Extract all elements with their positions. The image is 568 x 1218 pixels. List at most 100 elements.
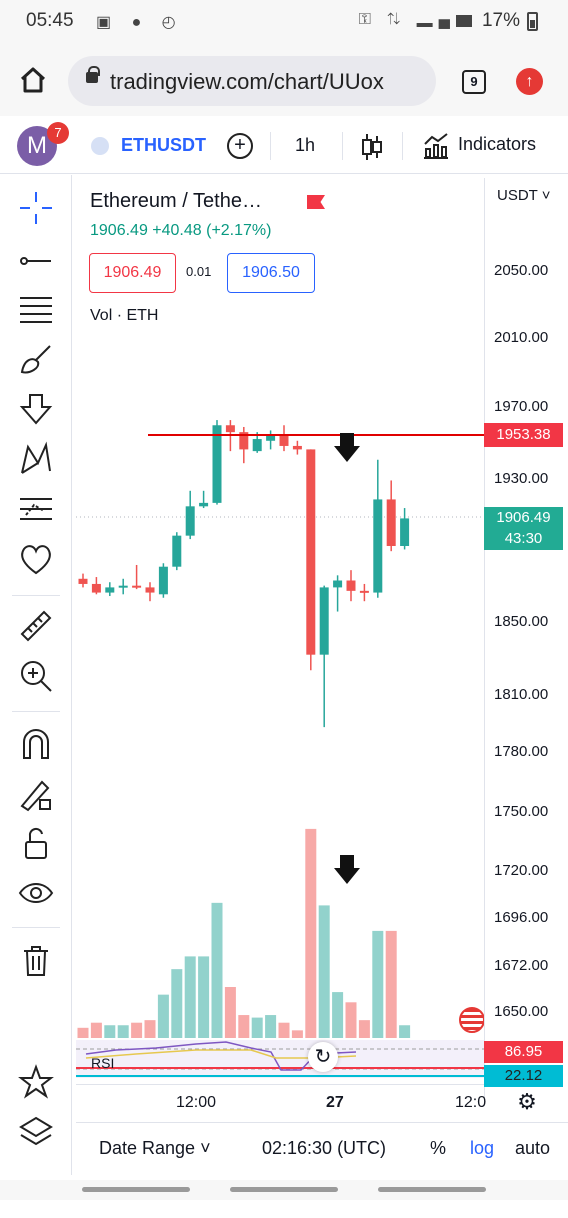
us-flag-icon[interactable] <box>459 1007 485 1033</box>
candle-style-icon[interactable] <box>362 132 382 162</box>
indicators-button[interactable]: Indicators <box>458 134 537 154</box>
candle-body <box>266 435 276 441</box>
nav-back[interactable] <box>82 1187 190 1192</box>
chart-toolbar: M 7 ETHUSDT + 1h Indicators <box>0 118 568 174</box>
rsi-pane-bg <box>76 1040 484 1078</box>
volume-bars <box>77 828 411 1038</box>
eye-icon[interactable] <box>18 875 54 911</box>
buy-button[interactable]: 1906.50 <box>227 253 315 293</box>
price-tick: 1850.00 <box>494 613 549 630</box>
price-tick: 1672.00 <box>494 957 549 974</box>
arrow-down-annotation <box>334 855 360 884</box>
time-tick: 12:0 <box>455 1094 487 1111</box>
pattern-icon[interactable] <box>18 441 54 477</box>
divider <box>12 595 60 596</box>
nav-recents[interactable] <box>378 1187 486 1192</box>
time-tick: 27 <box>326 1094 344 1111</box>
sell-button[interactable]: 1906.49 <box>89 253 176 293</box>
volume-bar <box>305 828 317 1038</box>
volume-bar <box>278 1022 290 1038</box>
price-tick: 1696.00 <box>494 909 549 926</box>
rsi-label[interactable]: RSI <box>91 1055 115 1071</box>
crosshair-icon[interactable] <box>18 190 54 226</box>
update-icon[interactable]: ↑ <box>516 68 543 95</box>
candle-body <box>252 439 262 452</box>
fib-retracement-icon[interactable] <box>18 292 54 328</box>
candle-body <box>78 578 88 584</box>
heart-icon[interactable] <box>18 541 54 577</box>
prediction-icon[interactable] <box>18 491 54 527</box>
trash-icon[interactable] <box>18 943 54 979</box>
signal-icons: ⚿ ⇅ ▂▄▆ <box>358 11 478 28</box>
drawing-toolbar <box>0 175 72 1175</box>
log-toggle[interactable]: log <box>470 1138 495 1158</box>
reset-chart-icon[interactable]: ↻ <box>308 1042 338 1072</box>
compare-symbol-button[interactable]: + <box>227 133 253 159</box>
symbol-button[interactable]: ETHUSDT <box>121 135 206 155</box>
ruler-icon[interactable] <box>18 608 54 644</box>
volume-bar <box>332 992 344 1038</box>
ethereum-icon <box>91 137 109 155</box>
currency-unit[interactable]: USDT ˅ <box>497 187 551 204</box>
volume-bar <box>224 987 236 1038</box>
price-axis[interactable] <box>484 178 568 1098</box>
lock-drawing-icon[interactable] <box>18 776 54 812</box>
volume-bar <box>198 956 210 1038</box>
divider <box>270 132 271 160</box>
candle-body <box>373 499 383 593</box>
symbol-title[interactable]: Ethereum / Tethe… <box>90 190 262 212</box>
trend-line-icon[interactable] <box>18 243 54 279</box>
layers-icon[interactable] <box>18 1114 54 1150</box>
spread-value: 0.01 <box>186 264 212 279</box>
brush-icon[interactable] <box>18 342 54 378</box>
volume-bar <box>131 1022 143 1038</box>
last-price-label: 1906.49 43:30 <box>484 507 563 550</box>
volume-bar <box>251 1017 263 1038</box>
candle-body <box>105 587 115 593</box>
unlock-icon[interactable] <box>18 826 54 862</box>
timezone-clock[interactable]: 02:16:30 (UTC) <box>262 1138 387 1158</box>
bottom-bar <box>76 1122 568 1176</box>
price-tick: 1930.00 <box>494 470 549 487</box>
candle-body <box>359 590 369 593</box>
interval-button[interactable]: 1h <box>295 135 316 155</box>
volume-bar <box>171 969 183 1038</box>
volume-legend[interactable]: Vol · ETH <box>90 307 159 324</box>
tab-switcher-button[interactable]: 9 <box>462 70 486 94</box>
candle-body <box>239 432 249 450</box>
auto-toggle[interactable]: auto <box>515 1138 551 1158</box>
candle-body <box>346 580 356 591</box>
candle-body <box>118 585 128 588</box>
address-bar[interactable]: tradingview.com/chart/UUox <box>68 56 436 106</box>
zoom-in-icon[interactable] <box>18 658 54 694</box>
home-icon[interactable] <box>19 66 47 94</box>
candle-body <box>172 535 182 567</box>
percent-toggle[interactable]: % <box>430 1138 447 1158</box>
price-tick: 1750.00 <box>494 803 549 820</box>
divider <box>342 132 343 160</box>
date-range-button[interactable]: Date Range ˅ <box>99 1138 211 1158</box>
price-chart[interactable] <box>76 178 484 1218</box>
last-price-value: 1906.49 <box>496 509 551 526</box>
price-tick: 1650.00 <box>494 1003 549 1020</box>
indicators-icon[interactable] <box>423 132 449 160</box>
divider <box>12 927 60 928</box>
flag-icon[interactable] <box>307 195 325 209</box>
arrow-down-icon[interactable] <box>18 391 54 427</box>
candle-body <box>292 445 302 450</box>
nav-home[interactable] <box>230 1187 338 1192</box>
volume-bar <box>345 1002 357 1038</box>
candle-body <box>145 587 155 593</box>
volume-bar <box>318 905 330 1038</box>
volume-bar <box>265 1015 277 1038</box>
candle-body <box>132 585 142 588</box>
time-axis[interactable] <box>76 1084 484 1122</box>
bar-countdown: 43:30 <box>504 530 543 547</box>
settings-gear-icon[interactable]: ⚙ <box>517 1089 537 1114</box>
system-nav-bar <box>0 1180 568 1200</box>
star-icon[interactable] <box>18 1064 54 1100</box>
candle-body <box>319 587 329 655</box>
magnet-icon[interactable] <box>18 726 54 762</box>
notification-icons: ▣ ● ◴ <box>96 14 184 31</box>
candle-body <box>333 580 343 588</box>
